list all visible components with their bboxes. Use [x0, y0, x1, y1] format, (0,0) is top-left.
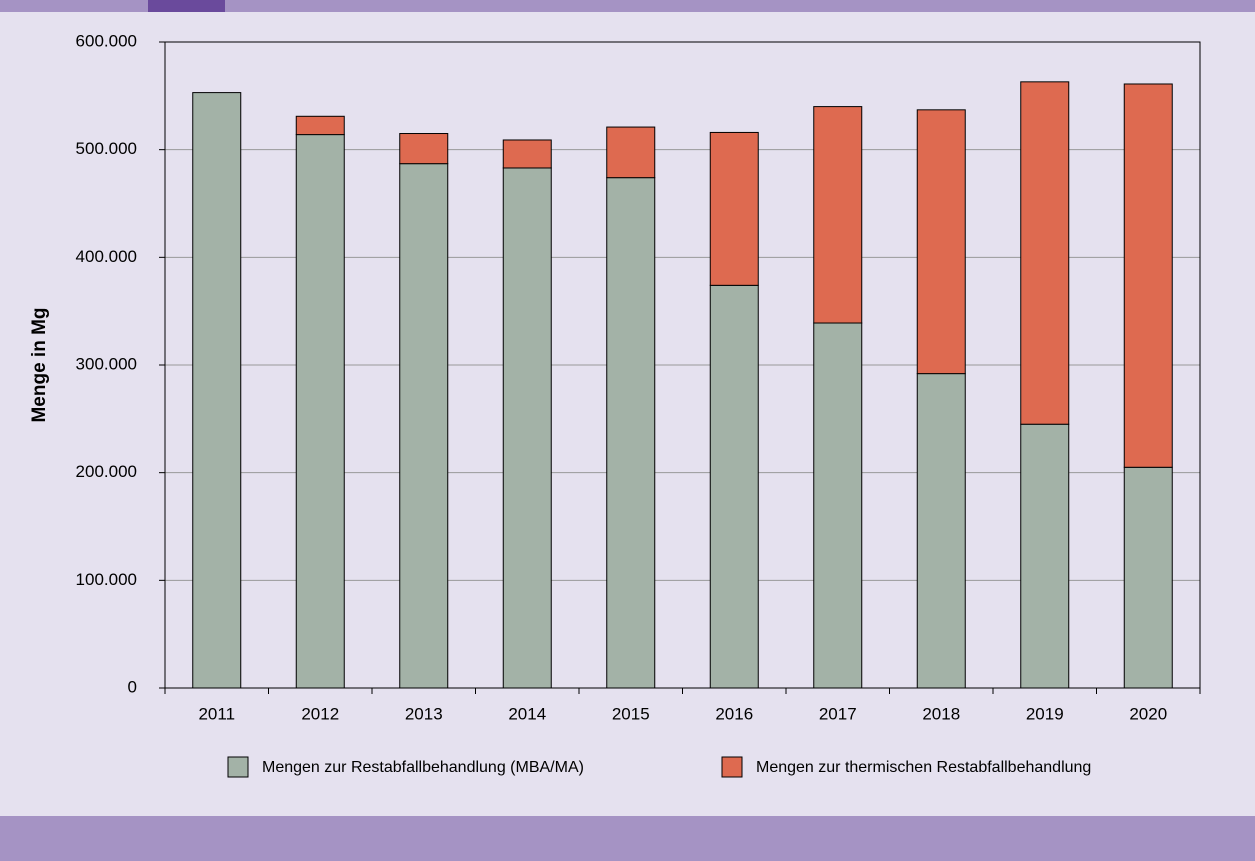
bar-segment: [399, 163, 449, 689]
bar-segment: [813, 322, 863, 689]
bar-segment: [813, 106, 863, 324]
x-tick-label: 2014: [508, 704, 546, 723]
bar-segment: [606, 177, 656, 689]
y-tick-label: 300.000: [76, 354, 137, 373]
x-tick-label: 2020: [1129, 704, 1167, 723]
bottom-band: [0, 816, 1255, 861]
legend-label: Mengen zur thermischen Restabfallbehandl…: [756, 759, 1091, 776]
bar-segment: [1020, 423, 1070, 689]
bar-segment: [1020, 81, 1070, 425]
bar-segment: [295, 115, 345, 136]
bar-segment: [192, 92, 242, 689]
x-tick-label: 2013: [405, 704, 443, 723]
x-tick-label: 2011: [198, 704, 235, 723]
top-band-accent: [148, 0, 225, 12]
y-tick-label: 600.000: [76, 31, 137, 50]
bar-segment: [295, 134, 345, 689]
bar-segment: [916, 109, 966, 375]
bar-segment: [1123, 466, 1173, 689]
legend-swatch: [227, 756, 249, 778]
bar-segment: [916, 373, 966, 689]
bar-segment: [709, 131, 759, 286]
legend-label: Mengen zur Restabfallbehandlung (MBA/MA): [262, 759, 584, 776]
bar-segment: [399, 133, 449, 165]
bar-segment: [606, 126, 656, 179]
y-tick-label: 200.000: [76, 462, 137, 481]
y-tick-label: 500.000: [76, 139, 137, 158]
y-axis-label: Menge in Mg: [29, 307, 50, 422]
bar-segment: [1123, 83, 1173, 468]
bar-segment: [502, 139, 552, 169]
x-tick-label: 2018: [922, 704, 960, 723]
y-tick-label: 100.000: [76, 570, 137, 589]
x-tick-label: 2019: [1026, 704, 1064, 723]
x-tick-label: 2016: [715, 704, 753, 723]
y-tick-label: 0: [128, 677, 137, 696]
y-tick-label: 400.000: [76, 247, 137, 266]
bar-segment: [502, 167, 552, 689]
plot-border: [164, 41, 1201, 689]
x-tick-label: 2015: [612, 704, 650, 723]
top-band: [0, 0, 1255, 12]
bar-segment: [709, 284, 759, 689]
x-tick-label: 2017: [819, 704, 857, 723]
legend-swatch: [721, 756, 743, 778]
x-tick-label: 2012: [301, 704, 339, 723]
